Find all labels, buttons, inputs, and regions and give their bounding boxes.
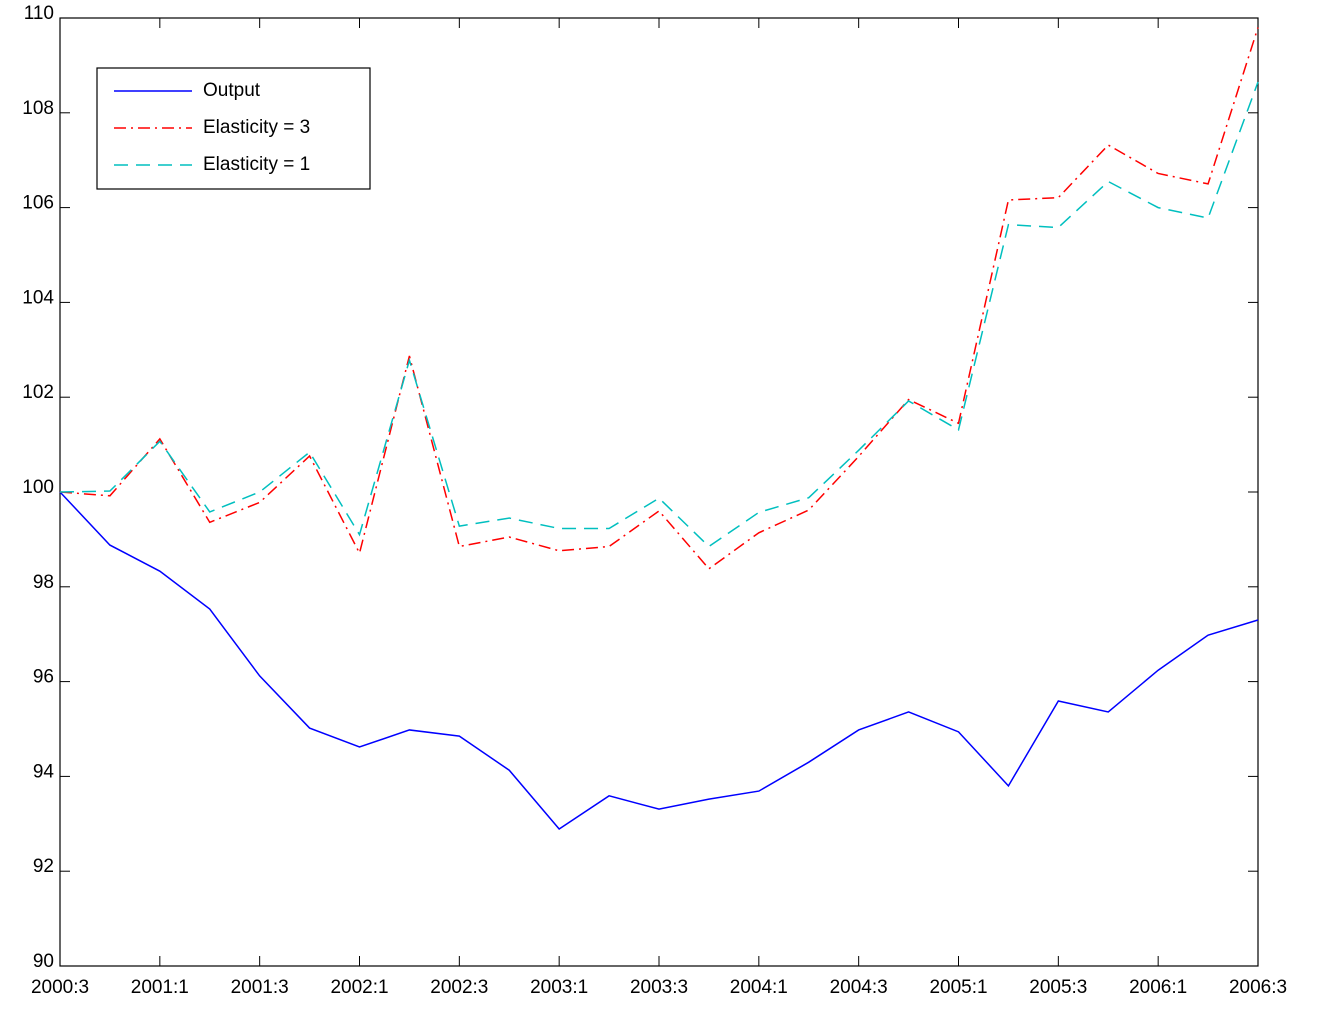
x-tick-label: 2003:3 <box>630 977 688 998</box>
legend-label: Elasticity = 1 <box>203 154 310 175</box>
x-tick-label: 2001:3 <box>231 977 289 998</box>
legend-label: Elasticity = 3 <box>203 117 310 138</box>
y-tick-label: 106 <box>22 193 54 214</box>
x-tick-label: 2003:1 <box>530 977 588 998</box>
x-tick-label: 2006:1 <box>1129 977 1187 998</box>
series-line <box>59 491 1259 831</box>
y-tick-label: 96 <box>33 667 54 688</box>
x-tick-label: 2004:1 <box>730 977 788 998</box>
x-tick-label: 2002:3 <box>430 977 488 998</box>
x-tick-label: 2004:3 <box>830 977 888 998</box>
y-tick-label: 100 <box>22 477 54 498</box>
legend-label: Output <box>203 80 261 101</box>
x-tick-label: 2001:1 <box>131 977 189 998</box>
y-tick-label: 110 <box>24 3 54 24</box>
y-tick-label: 94 <box>33 761 55 782</box>
y-tick-label: 92 <box>33 856 54 877</box>
x-tick-label: 2000:3 <box>31 977 89 998</box>
y-tick-label: 98 <box>33 572 54 593</box>
x-tick-label: 2005:3 <box>1029 977 1087 998</box>
y-tick-label: 104 <box>22 287 54 308</box>
y-tick-label: 108 <box>22 98 54 119</box>
x-tick-label: 2006:3 <box>1229 977 1287 998</box>
x-tick-label: 2002:1 <box>330 977 388 998</box>
y-tick-label: 102 <box>22 382 54 403</box>
y-tick-label: 90 <box>33 951 54 972</box>
x-tick-label: 2005:1 <box>929 977 987 998</box>
